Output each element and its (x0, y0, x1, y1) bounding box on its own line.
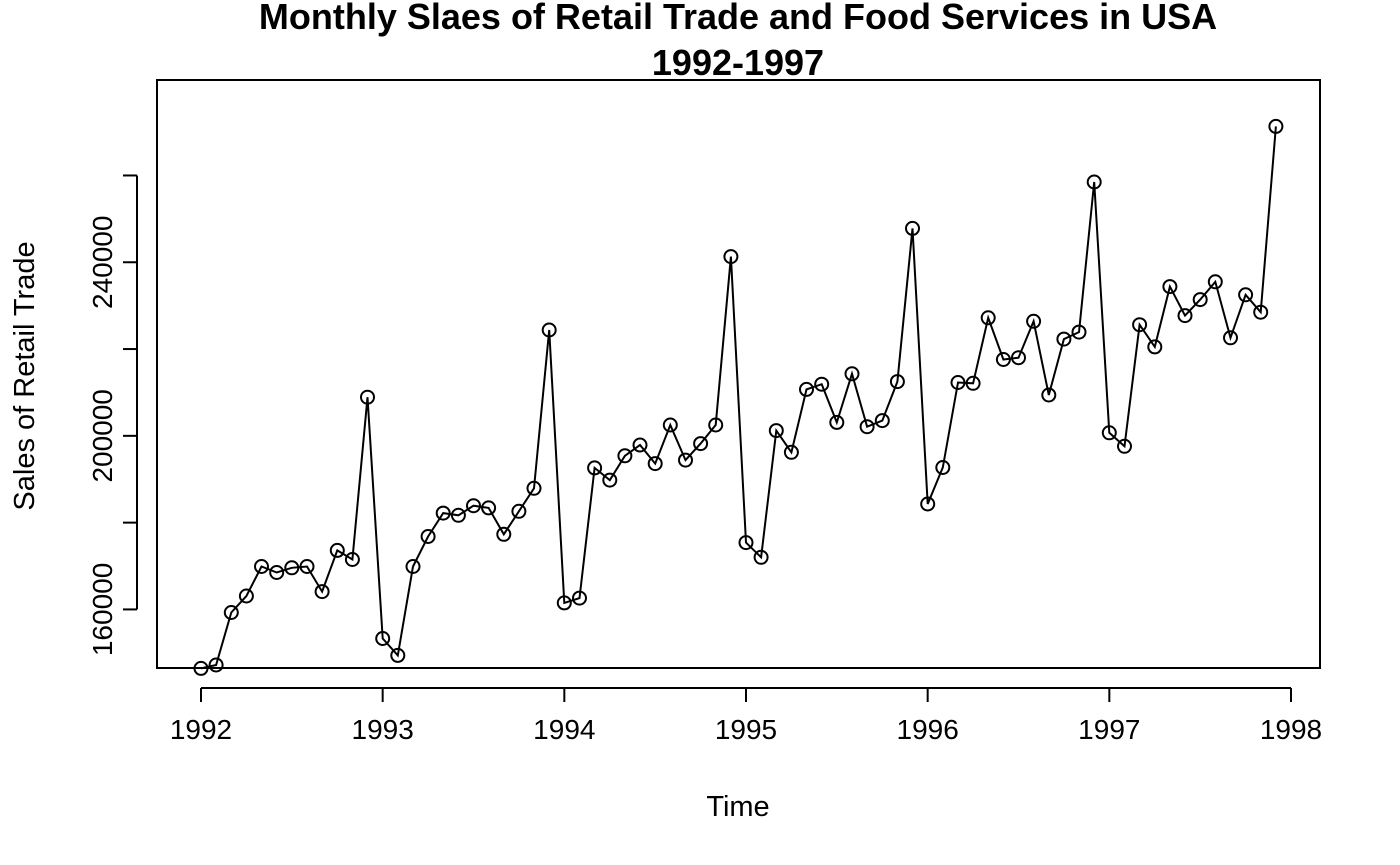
x-tick-label: 1996 (897, 714, 959, 745)
data-point (1041, 387, 1057, 403)
data-point (541, 322, 557, 338)
chart-title: Monthly Slaes of Retail Trade and Food S… (259, 0, 1217, 37)
x-tick-label: 1997 (1078, 714, 1140, 745)
x-tick-label: 1998 (1260, 714, 1322, 745)
data-point (435, 505, 451, 521)
data-point (193, 660, 209, 676)
data-point (360, 389, 375, 405)
x-tick-label: 1994 (533, 714, 595, 745)
data-point (1223, 330, 1238, 346)
data-point (314, 584, 330, 600)
data-point (829, 414, 845, 430)
data-point (889, 374, 905, 390)
data-point (814, 376, 830, 392)
data-point (617, 448, 633, 464)
series-line (200, 126, 1277, 670)
x-tick-label: 1995 (715, 714, 777, 745)
x-tick-label: 1993 (352, 714, 414, 745)
plot-frame (156, 79, 1321, 669)
data-point (1268, 118, 1284, 134)
data-point (556, 595, 572, 611)
data-point (662, 417, 678, 433)
data-point (738, 535, 754, 551)
data-point (1177, 308, 1193, 324)
x-axis: 1992 1993 1994 1995 1996 1997 1998 (170, 687, 1322, 745)
data-point (1253, 304, 1269, 320)
data-point (1162, 279, 1178, 295)
data-point (753, 549, 769, 565)
data-point (284, 560, 300, 576)
data-point (678, 452, 693, 468)
data-point (1132, 317, 1148, 333)
y-axis-label: Sales of Retail Trade (9, 241, 41, 510)
data-point (950, 375, 966, 390)
data-point (1207, 274, 1223, 290)
data-point (708, 417, 724, 433)
data-point (375, 631, 391, 646)
data-point (587, 460, 603, 476)
data-point (526, 480, 542, 496)
data-point (995, 352, 1011, 367)
data-point (768, 423, 784, 439)
x-tick-label: 1992 (170, 714, 232, 745)
data-point (238, 588, 254, 604)
data-point (1101, 425, 1117, 441)
data-point (344, 552, 360, 567)
data-point (632, 437, 648, 453)
data-point (799, 381, 814, 397)
data-point (783, 444, 799, 460)
y-tick-label: 240000 (87, 216, 118, 309)
data-point (935, 460, 951, 475)
data-point (920, 496, 936, 512)
data-point (980, 310, 996, 326)
data-point (208, 657, 224, 673)
data-point (859, 419, 875, 435)
data-point (420, 529, 436, 544)
data-point (481, 500, 497, 516)
series (193, 118, 1284, 676)
data-point (602, 472, 618, 488)
data-point (450, 507, 466, 523)
data-point (405, 559, 421, 574)
data-point (390, 647, 406, 663)
data-point (723, 249, 739, 265)
data-point (299, 559, 315, 574)
y-axis: 160000 200000 240000 (87, 174, 138, 656)
data-point (572, 590, 587, 606)
data-point (1086, 174, 1102, 190)
data-point (466, 498, 481, 514)
data-point (1026, 313, 1042, 329)
data-point (269, 565, 285, 580)
y-tick-label: 160000 (87, 563, 118, 656)
data-point (254, 559, 269, 574)
data-point (496, 526, 512, 542)
data-point (223, 605, 239, 620)
data-point (1011, 350, 1026, 366)
data-point (1238, 287, 1254, 303)
data-point (1147, 339, 1163, 355)
data-point (1192, 292, 1208, 308)
data-point (874, 413, 890, 429)
chart-subtitle: 1992-1997 (652, 42, 824, 83)
data-point (965, 375, 981, 391)
data-point (905, 220, 920, 236)
data-point (647, 456, 663, 472)
y-tick-label: 200000 (87, 389, 118, 482)
data-point (511, 503, 527, 519)
data-point (1056, 331, 1072, 347)
data-point (693, 436, 709, 452)
data-point (844, 366, 860, 382)
x-axis-label: Time (706, 791, 769, 823)
data-point (1117, 438, 1132, 454)
data-point (1071, 324, 1087, 340)
data-point (329, 542, 345, 558)
